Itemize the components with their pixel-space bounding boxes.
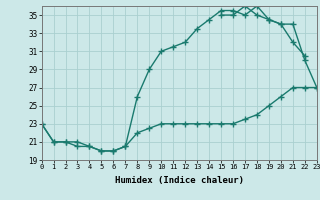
X-axis label: Humidex (Indice chaleur): Humidex (Indice chaleur) [115,176,244,185]
